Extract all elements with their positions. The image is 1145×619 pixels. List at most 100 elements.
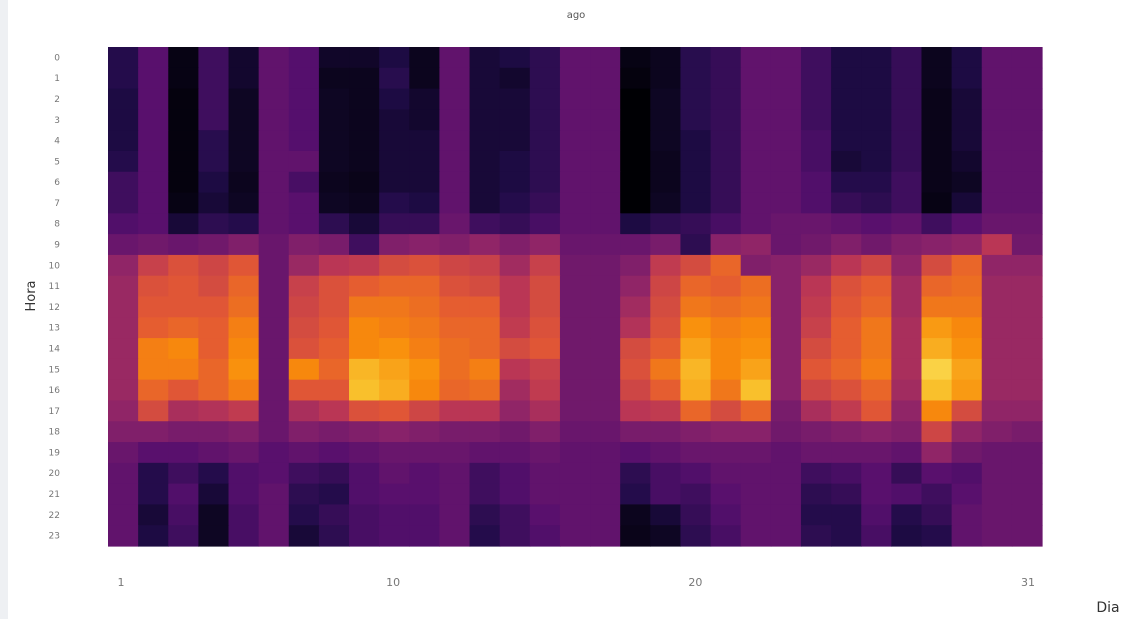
heatmap-cell bbox=[710, 88, 742, 110]
heatmap-cell bbox=[529, 525, 561, 547]
y-tick-label: 14 bbox=[49, 344, 61, 354]
heatmap-cell bbox=[770, 504, 802, 526]
heatmap-cell bbox=[740, 275, 772, 298]
heatmap-cell bbox=[138, 400, 169, 422]
heatmap-cell bbox=[108, 504, 139, 526]
heatmap-cell bbox=[800, 150, 832, 173]
heatmap-cell bbox=[379, 130, 410, 152]
heatmap-cell bbox=[800, 504, 832, 526]
heatmap-cell bbox=[228, 234, 260, 256]
heatmap-cell bbox=[891, 192, 923, 214]
heatmap-cell bbox=[318, 275, 350, 298]
heatmap-cell bbox=[228, 525, 260, 547]
heatmap-cell bbox=[650, 358, 682, 381]
heatmap-cell bbox=[439, 296, 471, 318]
heatmap-cell bbox=[861, 421, 892, 443]
heatmap-cell bbox=[650, 483, 682, 506]
chart-title: ago bbox=[567, 10, 586, 21]
heatmap-cell bbox=[168, 109, 199, 131]
heatmap-cell bbox=[1011, 358, 1043, 381]
heatmap-cell bbox=[439, 525, 471, 547]
heatmap-cell bbox=[228, 254, 260, 277]
heatmap-cell bbox=[620, 47, 651, 69]
heatmap-cell bbox=[318, 504, 350, 526]
heatmap-cell bbox=[590, 442, 621, 464]
heatmap-cell bbox=[288, 234, 320, 256]
heatmap-cell bbox=[921, 275, 953, 298]
heatmap-cell bbox=[831, 317, 862, 339]
heatmap-cell bbox=[951, 338, 983, 360]
heatmap-cell bbox=[258, 400, 290, 422]
heatmap-cell bbox=[409, 192, 441, 214]
heatmap-cell bbox=[710, 67, 742, 90]
heatmap-cell bbox=[409, 150, 441, 173]
heatmap-cell bbox=[559, 234, 591, 256]
heatmap-cell bbox=[891, 109, 923, 131]
heatmap-cell bbox=[559, 338, 591, 360]
heatmap-cell bbox=[770, 358, 802, 381]
heatmap-cell bbox=[349, 192, 380, 214]
heatmap-cell bbox=[288, 483, 320, 506]
heatmap-cell bbox=[831, 525, 862, 547]
heatmap-cell bbox=[770, 130, 802, 152]
heatmap-cell bbox=[590, 213, 621, 235]
heatmap-cell bbox=[379, 88, 410, 110]
heatmap-cell bbox=[891, 483, 923, 506]
heatmap-cell bbox=[228, 130, 260, 152]
y-tick-label: 15 bbox=[49, 365, 60, 375]
heatmap-cell bbox=[680, 109, 712, 131]
heatmap-cell bbox=[108, 150, 139, 173]
heatmap-cell bbox=[559, 88, 591, 110]
heatmap-cell bbox=[499, 483, 531, 506]
heatmap-cell bbox=[529, 483, 561, 506]
heatmap-cell bbox=[831, 296, 862, 318]
heatmap-cell bbox=[198, 150, 230, 173]
x-tick-label: 10 bbox=[386, 576, 400, 589]
heatmap-cell bbox=[650, 338, 682, 360]
heatmap-cell bbox=[379, 150, 410, 173]
heatmap-cell bbox=[138, 192, 169, 214]
heatmap-cell bbox=[800, 213, 832, 235]
heatmap-cell bbox=[439, 317, 471, 339]
heatmap-cell bbox=[138, 88, 169, 110]
heatmap-cell bbox=[499, 296, 531, 318]
heatmap-cell bbox=[590, 379, 621, 402]
heatmap-cell bbox=[379, 400, 410, 422]
heatmap-cell bbox=[469, 171, 501, 194]
heatmap-cell bbox=[740, 150, 772, 173]
heatmap-cell bbox=[710, 150, 742, 173]
heatmap-cell bbox=[318, 171, 350, 194]
heatmap-cell bbox=[108, 421, 139, 443]
heatmap-cell bbox=[108, 358, 139, 381]
heatmap-cell bbox=[1011, 338, 1043, 360]
heatmap-cell bbox=[831, 171, 862, 194]
heatmap-cell bbox=[951, 462, 983, 485]
heatmap-cell bbox=[620, 462, 651, 485]
heatmap-cell bbox=[379, 379, 410, 402]
heatmap-cell bbox=[981, 421, 1013, 443]
y-tick-label: 3 bbox=[54, 116, 60, 126]
heatmap-cell bbox=[228, 317, 260, 339]
heatmap-cell bbox=[981, 462, 1013, 485]
heatmap-cell bbox=[168, 442, 199, 464]
heatmap-cell bbox=[710, 130, 742, 152]
heatmap-cell bbox=[138, 213, 169, 235]
heatmap-cell bbox=[138, 47, 169, 69]
heatmap-cell bbox=[650, 109, 682, 131]
heatmap-cell bbox=[710, 109, 742, 131]
heatmap-cell bbox=[409, 338, 441, 360]
heatmap-cell bbox=[349, 88, 380, 110]
heatmap-cell bbox=[1011, 88, 1043, 110]
heatmap-cell bbox=[258, 317, 290, 339]
heatmap-cell bbox=[439, 234, 471, 256]
y-tick-label: 8 bbox=[54, 220, 60, 230]
heatmap-cell bbox=[198, 400, 230, 422]
heatmap-cell bbox=[861, 192, 892, 214]
heatmap-cell bbox=[198, 88, 230, 110]
heatmap-cell bbox=[650, 317, 682, 339]
heatmap-cell bbox=[499, 462, 531, 485]
heatmap-cell bbox=[258, 47, 290, 69]
heatmap-cell bbox=[318, 109, 350, 131]
heatmap-cell bbox=[650, 213, 682, 235]
y-tick-label: 4 bbox=[54, 137, 60, 147]
